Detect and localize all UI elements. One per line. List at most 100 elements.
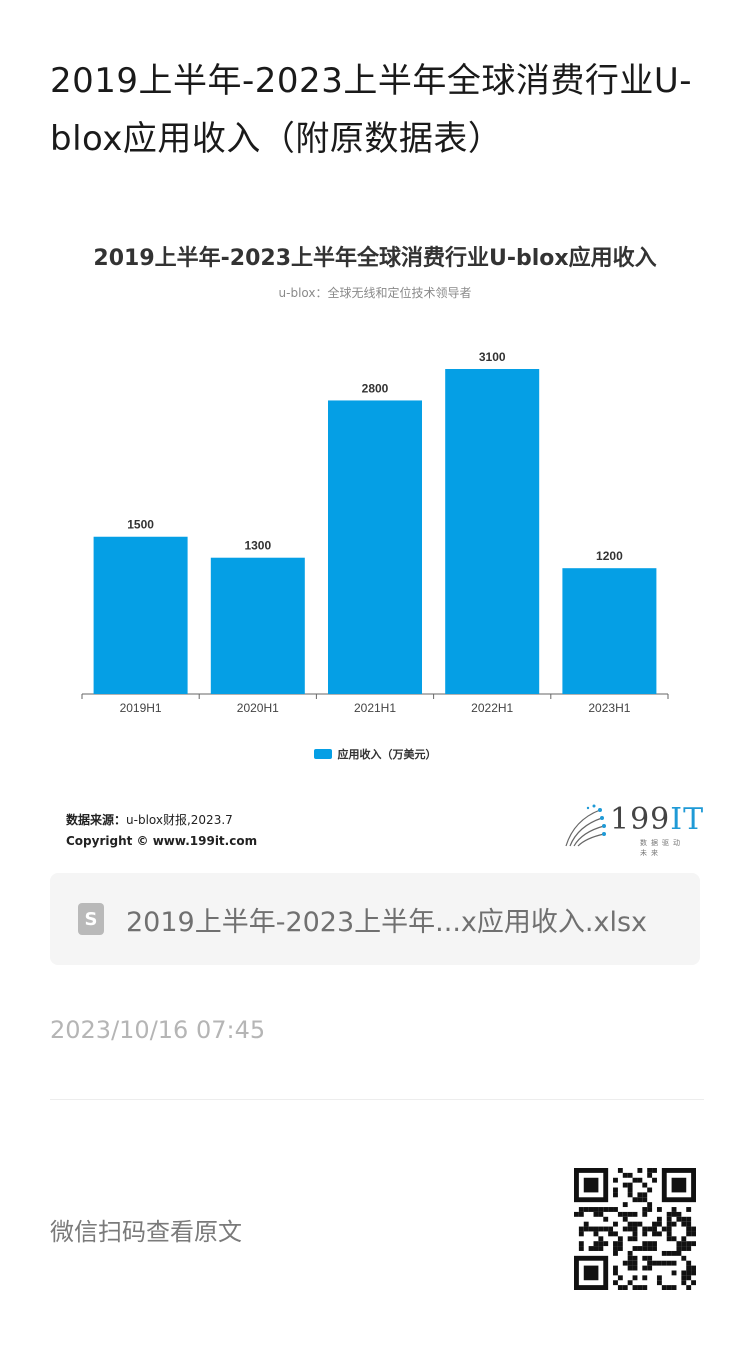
qr-module [647,1246,653,1251]
qr-module [588,1246,594,1251]
qr-module [647,1202,653,1208]
qr-module [647,1168,653,1173]
qr-module [613,1187,618,1193]
qr-module [656,1280,662,1286]
bar-2019H1 [93,536,188,694]
qr-module [613,1207,618,1212]
qr-module [574,1211,579,1217]
qr-module [647,1226,653,1232]
qr-module [627,1236,633,1242]
qr-module [627,1187,633,1193]
qr-module [671,1270,677,1276]
qr-module [632,1275,638,1281]
qr-module [642,1275,648,1281]
qr-module [652,1221,657,1227]
qr-module [583,1221,589,1227]
qr-module [642,1231,648,1237]
qr-module [622,1226,628,1232]
qr-module [666,1211,672,1217]
brand-logo: 199IT 数据驱动未来 [560,802,703,857]
qr-module [686,1285,692,1290]
qr-module [608,1226,614,1232]
qr-module [598,1226,604,1232]
qr-module [681,1241,687,1247]
qr-module [681,1280,687,1286]
qr-module [647,1241,653,1247]
qr-module [613,1177,618,1183]
qr-module [588,1226,594,1232]
qr-module [676,1241,682,1247]
qr-module [578,1226,584,1232]
qr-module [613,1241,618,1247]
qr-module [666,1221,672,1227]
qr-module [642,1265,648,1271]
qr-module [632,1285,638,1290]
qr-code-icon[interactable] [574,1168,696,1290]
bar-2022H1 [445,369,540,694]
qr-module [652,1177,657,1183]
qr-module [632,1231,638,1237]
source-note: 数据来源：u-blox财报,2023.7 Copyright © www.199… [66,810,257,852]
qr-module [686,1207,692,1212]
qr-module [666,1231,672,1237]
qr-module [676,1246,682,1251]
qr-module [642,1285,648,1290]
source-value: u-blox财报,2023.7 [126,813,233,827]
qr-module [681,1236,687,1242]
qr-module [666,1226,672,1232]
chart-image: 2019上半年-2023上半年全球消费行业U-blox应用收入 u-blox：全… [50,222,703,862]
qr-module [652,1226,657,1232]
legend-label: 应用收入（万美元） [337,748,437,761]
qr-module [583,1226,589,1232]
bar-chart: 1500 2019H1 1300 2020H1 2800 2021H1 3100 2022H1… [81,350,669,715]
qr-module [691,1241,696,1247]
qr-module [622,1211,628,1217]
qr-module [647,1255,653,1261]
source-label: 数据来源： [66,813,127,827]
scan-qr-prompt: 微信扫码查看原文 [50,1218,242,1246]
qr-module [642,1182,648,1188]
qr-module [642,1211,648,1217]
qr-module [622,1285,628,1290]
attachment-file-card[interactable]: S 2019上半年-2023上半年...x应用收入.xlsx [50,873,700,965]
qr-module [681,1255,687,1261]
qr-module [652,1168,657,1173]
qr-module [656,1231,662,1237]
attachment-file-name: 2019上半年-2023上半年...x应用收入.xlsx [126,906,648,938]
x-tick-label: 2023H1 [588,701,630,715]
bar-2023H1 [562,568,657,694]
divider [50,1099,704,1100]
qr-module [691,1226,696,1232]
qr-module [686,1221,692,1227]
qr-module [661,1226,667,1232]
qr-module [647,1207,653,1212]
qr-module [642,1255,648,1261]
qr-module [637,1197,643,1203]
qr-module [686,1270,692,1276]
qr-module [686,1275,692,1281]
qr-module [627,1226,633,1232]
qr-module [642,1197,648,1203]
qr-module [637,1192,643,1198]
qr-module [617,1285,623,1290]
chart-title: 2019上半年-2023上半年全球消费行业U-blox应用收入 [93,246,657,271]
qr-module [603,1207,609,1212]
qr-module [622,1260,628,1266]
qr-module [622,1182,628,1188]
qr-module [578,1211,584,1217]
brand-it: IT [670,802,705,837]
qr-module [617,1241,623,1247]
qr-module [578,1207,584,1212]
qr-module [627,1280,633,1286]
qr-module [632,1260,638,1266]
qr-module [627,1192,633,1198]
qr-module [617,1246,623,1251]
file-icon-letter: S [84,908,98,930]
page-title: 2019上半年-2023上半年全球消费行业U-blox应用收入（附原数据表） [50,61,692,159]
qr-module [656,1207,662,1212]
qr-module [686,1246,692,1251]
qr-module [671,1207,677,1212]
qr-module [613,1231,618,1237]
qr-module [627,1265,633,1271]
qr-module [593,1231,599,1237]
